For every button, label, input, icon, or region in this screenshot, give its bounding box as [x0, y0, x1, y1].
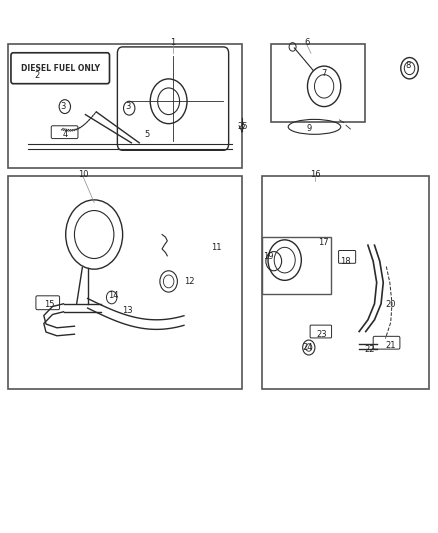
Text: 2: 2: [35, 71, 40, 80]
Text: 5: 5: [144, 130, 149, 139]
Text: 1: 1: [170, 38, 176, 46]
Text: 11: 11: [211, 244, 221, 252]
Bar: [262, 237, 331, 294]
Text: DIESEL FUEL ONLY: DIESEL FUEL ONLY: [21, 64, 99, 72]
Text: 3: 3: [60, 102, 65, 111]
Text: 8: 8: [406, 61, 411, 69]
Text: 20: 20: [386, 301, 396, 309]
Text: 21: 21: [386, 341, 396, 350]
Text: 17: 17: [318, 238, 328, 247]
Text: 25: 25: [237, 123, 247, 131]
Text: 3: 3: [126, 102, 131, 111]
Bar: [8, 176, 242, 389]
Bar: [8, 44, 242, 168]
Text: 6: 6: [304, 38, 309, 46]
Text: 7: 7: [321, 69, 327, 78]
Text: 12: 12: [184, 277, 194, 286]
Text: 14: 14: [108, 292, 118, 300]
Text: 16: 16: [310, 171, 321, 179]
Text: 15: 15: [44, 301, 54, 309]
Text: 4: 4: [63, 130, 68, 139]
Text: 13: 13: [123, 306, 133, 314]
Bar: [271, 44, 365, 122]
Text: 9: 9: [306, 125, 311, 133]
Text: 23: 23: [317, 330, 327, 339]
Text: 24: 24: [302, 343, 313, 352]
Bar: [262, 176, 429, 389]
Text: 22: 22: [364, 345, 374, 353]
Text: 10: 10: [78, 171, 88, 179]
Text: 19: 19: [263, 253, 274, 261]
Text: 18: 18: [340, 257, 350, 265]
